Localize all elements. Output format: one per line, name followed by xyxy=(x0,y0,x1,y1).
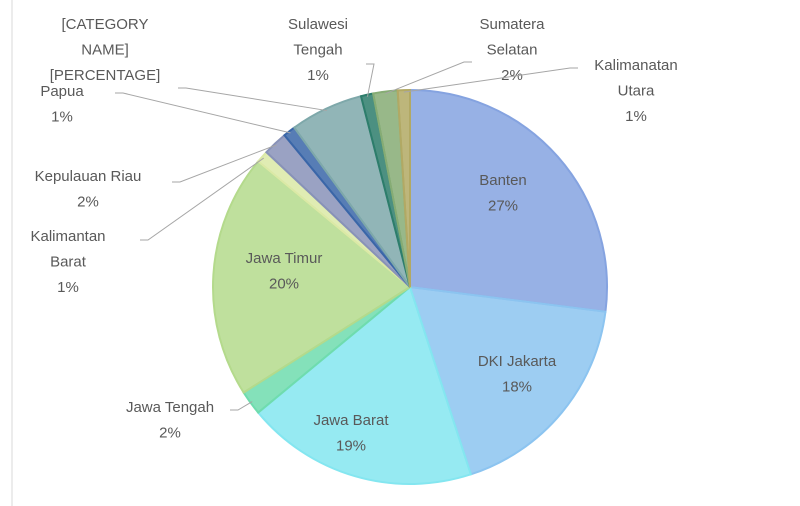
category-name: Papua xyxy=(40,83,84,100)
category-name: Jawa Barat xyxy=(313,412,389,429)
leader-line xyxy=(230,401,253,411)
pie-slice xyxy=(212,160,412,394)
value-label: 2% xyxy=(501,67,523,84)
label-line: [CATEGORY xyxy=(62,16,149,33)
label-line: Sumatera xyxy=(479,16,545,33)
label-line: Selatan xyxy=(487,41,538,58)
value-label: 1% xyxy=(57,279,79,296)
label-line: Jawa Tengah xyxy=(126,399,214,416)
label-line: Tengah xyxy=(293,41,342,58)
category-name: DKI Jakarta xyxy=(478,353,557,370)
label-line: Kalimanatan xyxy=(594,57,677,74)
value-label: [PERCENTAGE] xyxy=(50,67,161,84)
value-label: 1% xyxy=(625,108,647,125)
label-line: Papua xyxy=(40,83,84,100)
leader-line xyxy=(115,92,291,134)
label-line: Jawa Barat xyxy=(313,412,389,429)
leader-line xyxy=(172,144,277,183)
label-line: Barat xyxy=(50,253,87,270)
category-name: Kepulauan Riau xyxy=(35,168,142,185)
data-label: Papua 1% xyxy=(40,83,84,126)
label-line: NAME] xyxy=(81,41,129,58)
leader-line xyxy=(140,157,265,241)
value-label: 27% xyxy=(488,197,518,214)
data-label: Jawa Barat 19% xyxy=(313,412,389,455)
label-line: Jawa Timur xyxy=(246,250,323,267)
leader-line xyxy=(385,61,472,95)
data-label: Sulawesi Tengah 1% xyxy=(288,16,348,84)
data-label: [CATEGORY NAME] [PERCENTAGE] xyxy=(50,16,161,84)
label-line: Utara xyxy=(618,82,655,99)
pie-slice xyxy=(396,88,411,288)
category-name: [CATEGORY NAME] xyxy=(62,16,149,59)
label-line: Kalimantan xyxy=(30,228,105,245)
data-label: Kalimanatan Utara 1% xyxy=(594,57,677,125)
category-name: Banten xyxy=(479,172,527,189)
value-label: 19% xyxy=(336,437,366,454)
leader-line xyxy=(366,63,375,97)
data-label: Sumatera Selatan 2% xyxy=(479,16,545,84)
data-label: Kalimantan Barat 1% xyxy=(30,228,105,296)
value-label: 18% xyxy=(502,378,532,395)
category-name: Sumatera Selatan xyxy=(479,16,545,59)
category-name: Jawa Timur xyxy=(246,250,323,267)
category-name: Sulawesi Tengah xyxy=(288,16,348,59)
pie-slice xyxy=(256,285,473,485)
value-label: 2% xyxy=(159,424,181,441)
value-label: 20% xyxy=(269,275,299,292)
data-label: Jawa Tengah 2% xyxy=(126,399,214,442)
data-label: DKI Jakarta 18% xyxy=(478,353,557,396)
category-name: Kalimanatan Utara xyxy=(594,57,677,100)
label-line: Kepulauan Riau xyxy=(35,168,142,185)
leader-line xyxy=(178,87,328,112)
pie-slice xyxy=(409,88,608,313)
category-name: Jawa Tengah xyxy=(126,399,214,416)
label-line: Sulawesi xyxy=(288,16,348,33)
data-label: Jawa Timur 20% xyxy=(246,250,323,293)
value-label: 1% xyxy=(307,67,329,84)
value-label: 2% xyxy=(77,193,99,210)
label-line: Banten xyxy=(479,172,527,189)
pie-slice xyxy=(408,285,607,476)
data-label: Banten 27% xyxy=(479,172,527,215)
label-line: DKI Jakarta xyxy=(478,353,557,370)
pie xyxy=(212,88,608,485)
category-name: Kalimantan Barat xyxy=(30,228,105,271)
leader-line xyxy=(403,67,578,93)
data-label: Kepulauan Riau 2% xyxy=(35,168,142,211)
value-label: 1% xyxy=(51,108,73,125)
